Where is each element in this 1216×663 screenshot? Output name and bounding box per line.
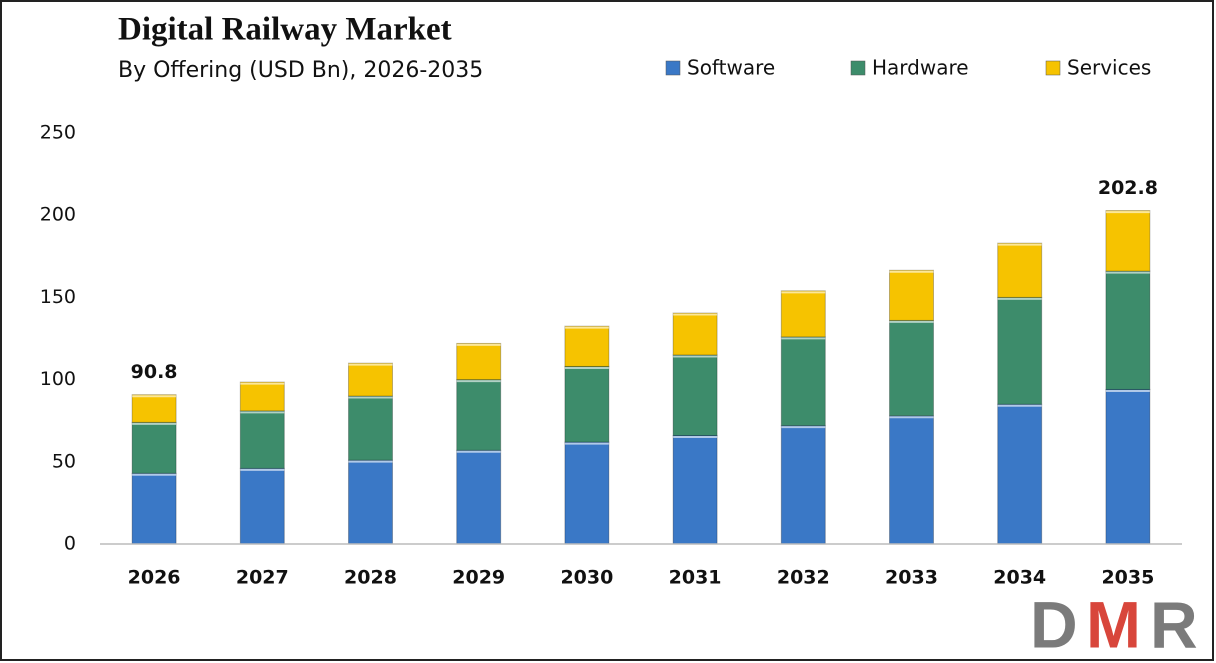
bar-segment <box>131 421 177 474</box>
legend-label: Hardware <box>872 56 969 80</box>
bar-segment <box>1105 388 1151 545</box>
bar-segment <box>348 362 393 397</box>
bar-segment <box>889 319 934 417</box>
bar-segment <box>239 467 285 545</box>
bar-segment <box>780 290 826 338</box>
bar-segment <box>997 296 1043 405</box>
bar-segment <box>456 379 502 451</box>
bar-segment <box>889 415 934 545</box>
x-tick-label: 2031 <box>669 567 722 589</box>
bar-segment <box>239 381 285 412</box>
bar-segment <box>889 269 934 321</box>
total-label: 202.8 <box>1098 177 1158 199</box>
x-tick-label: 2027 <box>236 567 289 589</box>
bar-segment <box>456 342 502 381</box>
x-tick-label: 2030 <box>560 567 613 589</box>
x-tick-label: 2033 <box>885 567 938 589</box>
bar-segment <box>564 325 610 367</box>
x-tick-label: 2034 <box>993 567 1046 589</box>
y-tick-label: 200 <box>40 204 76 226</box>
bar-segment <box>780 425 826 545</box>
legend-label: Software <box>687 56 775 80</box>
bar-segment <box>672 434 718 545</box>
logo-letter: D <box>1030 587 1078 661</box>
x-tick-label: 2032 <box>777 567 830 589</box>
bar-segment <box>564 441 610 545</box>
bar-segment <box>672 354 718 436</box>
y-tick-label: 250 <box>40 122 76 144</box>
bar-segment <box>131 472 177 545</box>
x-tick-label: 2035 <box>1101 567 1154 589</box>
bar-segment <box>1105 270 1151 390</box>
x-tick-label: 2029 <box>452 567 505 589</box>
legend-swatch <box>850 60 866 76</box>
bar-segment <box>456 449 502 545</box>
bar-segment <box>672 312 718 356</box>
y-tick-label: 0 <box>64 533 76 555</box>
legend-swatch <box>1045 60 1061 76</box>
y-tick-label: 150 <box>40 286 76 308</box>
bar-segment <box>131 394 177 423</box>
legend-swatch <box>665 60 681 76</box>
x-tick-label: 2028 <box>344 567 397 589</box>
chart-title: Digital Railway Market <box>118 12 452 48</box>
bar-segment <box>348 459 393 545</box>
bar-segment <box>997 403 1043 545</box>
legend-label: Services <box>1067 56 1151 80</box>
chart-subtitle: By Offering (USD Bn), 2026-2035 <box>118 58 483 83</box>
bar-segment <box>348 395 393 461</box>
bar-segment <box>239 410 285 469</box>
logo-letter: R <box>1150 587 1198 661</box>
bar-segment <box>780 336 826 427</box>
bar-segment <box>997 242 1043 298</box>
bar-segment <box>564 365 610 443</box>
bar-segment <box>1105 210 1151 272</box>
x-tick-label: 2026 <box>128 567 181 589</box>
y-tick-label: 100 <box>40 368 76 390</box>
logo-letter: M <box>1086 587 1141 661</box>
total-label: 90.8 <box>131 361 178 383</box>
y-tick-label: 50 <box>52 450 76 472</box>
